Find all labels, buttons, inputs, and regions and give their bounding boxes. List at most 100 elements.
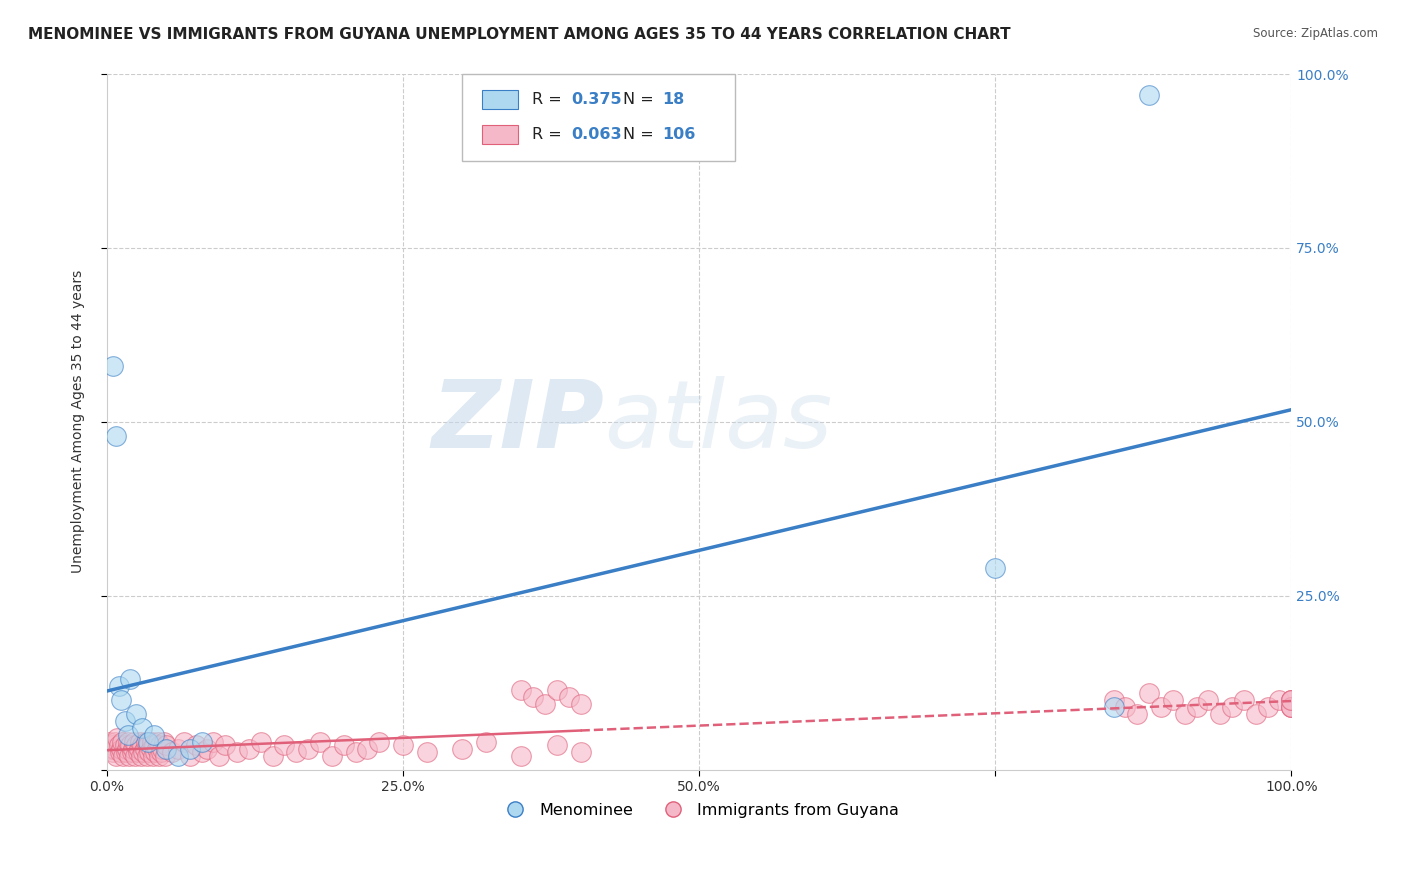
Point: [179, 748, 201, 763]
Point: [522, 690, 544, 704]
Point: [1126, 706, 1149, 721]
Point: [1209, 706, 1232, 721]
Point: [108, 745, 131, 759]
Point: [984, 561, 1007, 575]
Point: [129, 735, 152, 749]
Point: [1279, 693, 1302, 707]
Point: [107, 739, 129, 753]
Point: [120, 739, 142, 753]
Point: [100, 739, 122, 753]
Point: [1257, 700, 1279, 714]
Point: [534, 697, 557, 711]
Point: [569, 697, 592, 711]
Point: [190, 735, 212, 749]
Point: [238, 741, 260, 756]
Point: [332, 739, 354, 753]
Point: [142, 748, 165, 763]
Point: [166, 741, 188, 756]
Text: N =: N =: [623, 127, 659, 142]
Point: [152, 735, 174, 749]
Point: [111, 735, 134, 749]
Point: [184, 739, 207, 753]
FancyBboxPatch shape: [482, 90, 517, 110]
Point: [1114, 700, 1136, 714]
Point: [1279, 693, 1302, 707]
Point: [510, 748, 533, 763]
Point: [392, 739, 415, 753]
Point: [132, 745, 155, 759]
Point: [160, 745, 183, 759]
Point: [122, 735, 145, 749]
Point: [117, 735, 139, 749]
Point: [143, 728, 166, 742]
Point: [1279, 700, 1302, 714]
Point: [190, 745, 212, 759]
Point: [179, 741, 201, 756]
Point: [129, 748, 152, 763]
Text: 106: 106: [662, 127, 696, 142]
Point: [155, 739, 177, 753]
Point: [145, 741, 167, 756]
Point: [1279, 700, 1302, 714]
FancyBboxPatch shape: [463, 74, 734, 161]
Point: [208, 748, 231, 763]
Point: [415, 745, 437, 759]
Point: [1233, 693, 1256, 707]
Point: [249, 735, 271, 749]
Point: [1220, 700, 1243, 714]
Point: [1161, 693, 1184, 707]
Point: [121, 745, 143, 759]
Point: [101, 745, 124, 759]
Point: [118, 748, 141, 763]
Point: [138, 745, 160, 759]
Point: [197, 741, 219, 756]
Point: [143, 739, 166, 753]
Point: [112, 748, 135, 763]
Point: [1279, 693, 1302, 707]
Point: [125, 706, 148, 721]
Point: [110, 693, 132, 707]
Point: [150, 745, 173, 759]
Text: 18: 18: [662, 92, 685, 107]
Text: 0.063: 0.063: [571, 127, 621, 142]
Point: [98, 735, 121, 749]
Point: [136, 735, 159, 749]
Point: [114, 714, 136, 728]
Point: [1137, 87, 1160, 102]
Text: ZIP: ZIP: [432, 376, 605, 467]
Point: [569, 745, 592, 759]
Point: [273, 739, 295, 753]
Point: [107, 679, 129, 693]
Point: [120, 672, 142, 686]
Point: [546, 739, 568, 753]
Point: [451, 741, 474, 756]
Point: [128, 741, 150, 756]
Point: [558, 690, 581, 704]
Point: [131, 721, 153, 735]
Point: [1244, 706, 1267, 721]
Point: [1150, 700, 1173, 714]
Point: [153, 748, 176, 763]
Point: [297, 741, 319, 756]
Point: [143, 745, 166, 759]
Point: [127, 745, 149, 759]
Point: [285, 745, 308, 759]
Text: N =: N =: [623, 92, 659, 107]
Point: [1197, 693, 1219, 707]
Point: [135, 735, 157, 749]
Point: [115, 741, 138, 756]
Legend: Menominee, Immigrants from Guyana: Menominee, Immigrants from Guyana: [494, 797, 905, 824]
Y-axis label: Unemployment Among Ages 35 to 44 years: Unemployment Among Ages 35 to 44 years: [72, 270, 86, 574]
Point: [117, 728, 139, 742]
Point: [214, 739, 236, 753]
Point: [110, 741, 132, 756]
Point: [510, 682, 533, 697]
Point: [121, 741, 143, 756]
Point: [1137, 686, 1160, 700]
Point: [1102, 693, 1125, 707]
Point: [103, 741, 125, 756]
Point: [1174, 706, 1197, 721]
FancyBboxPatch shape: [482, 125, 517, 145]
Point: [1102, 700, 1125, 714]
Point: [124, 748, 146, 763]
